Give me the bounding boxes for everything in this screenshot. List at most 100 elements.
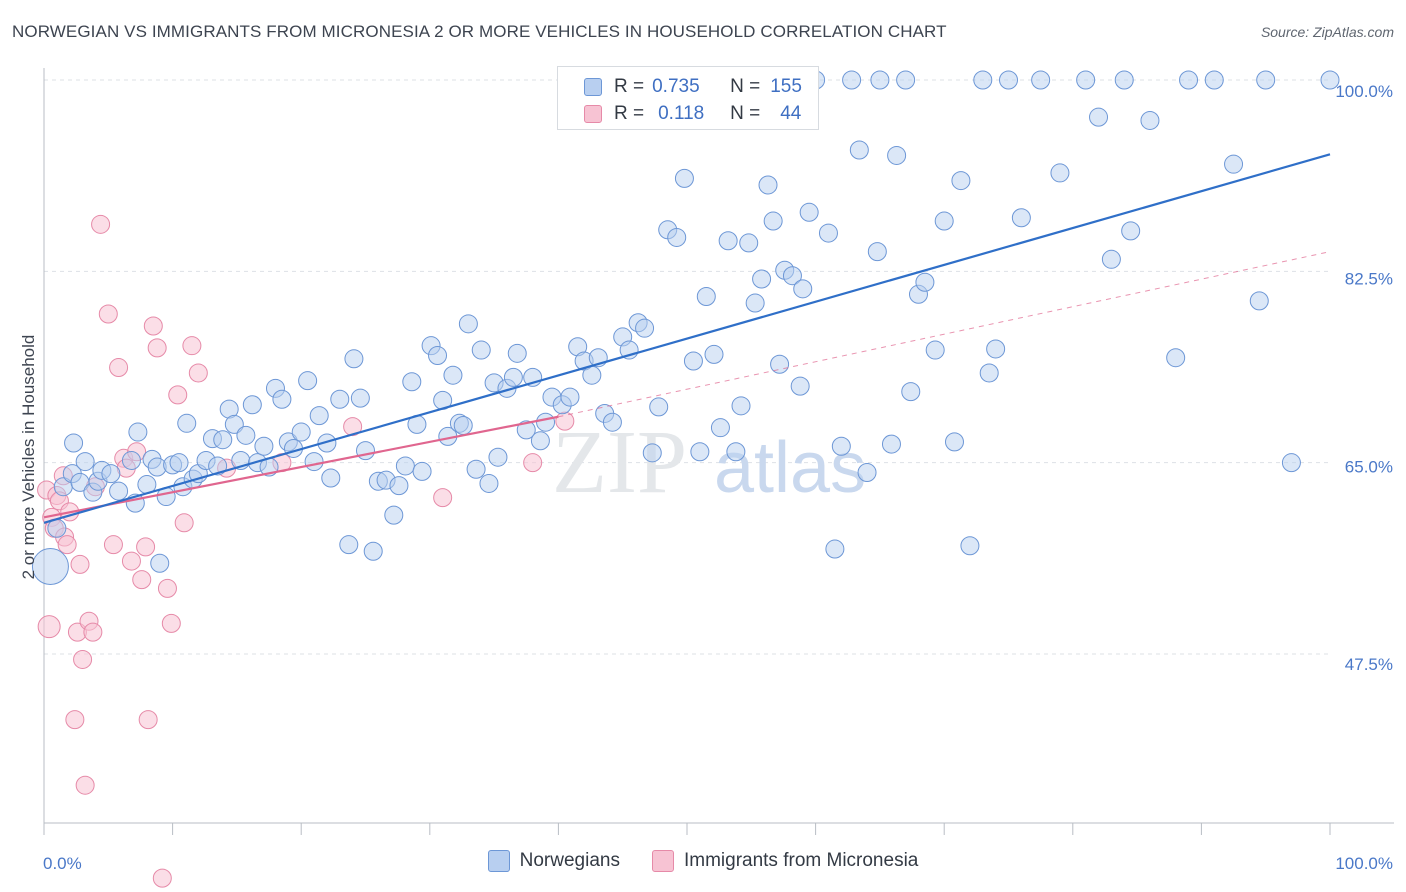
norwegian-point[interactable]	[1076, 70, 1096, 90]
norwegian-point[interactable]	[1011, 208, 1031, 228]
micronesia-point[interactable]	[433, 488, 453, 508]
norwegian-point[interactable]	[64, 433, 84, 453]
micronesia-point[interactable]	[103, 535, 123, 555]
norwegian-point[interactable]	[710, 418, 730, 438]
norwegian-point[interactable]	[350, 388, 370, 408]
micronesia-point[interactable]	[37, 615, 61, 639]
norwegian-point[interactable]	[236, 425, 256, 445]
micronesia-point[interactable]	[523, 453, 543, 473]
norwegian-point[interactable]	[507, 343, 527, 363]
norwegian-point[interactable]	[999, 70, 1018, 90]
norwegian-point[interactable]	[298, 371, 318, 391]
norwegian-point[interactable]	[973, 70, 993, 90]
norwegian-point[interactable]	[986, 339, 1006, 359]
norwegian-point[interactable]	[763, 211, 783, 231]
norwegian-point[interactable]	[1224, 154, 1244, 174]
norwegian-point[interactable]	[867, 242, 887, 262]
norwegian-point[interactable]	[960, 536, 980, 556]
norwegian-point[interactable]	[1031, 70, 1051, 90]
norwegian-point[interactable]	[121, 450, 141, 470]
norwegian-point[interactable]	[479, 473, 499, 493]
norwegian-point[interactable]	[818, 223, 838, 243]
norwegian-point[interactable]	[726, 442, 746, 462]
norwegian-point[interactable]	[739, 233, 759, 253]
norwegian-point[interactable]	[453, 415, 473, 435]
micronesia-point[interactable]	[143, 316, 163, 336]
micronesia-point[interactable]	[65, 710, 85, 730]
norwegian-point[interactable]	[31, 548, 69, 586]
norwegian-point[interactable]	[169, 453, 189, 473]
norwegian-point[interactable]	[799, 202, 819, 222]
norwegian-point[interactable]	[696, 286, 716, 306]
norwegian-point[interactable]	[272, 389, 292, 409]
micronesia-point[interactable]	[136, 537, 156, 557]
norwegian-point[interactable]	[458, 314, 478, 334]
micronesia-point[interactable]	[121, 551, 141, 571]
norwegian-point[interactable]	[291, 422, 311, 442]
norwegian-point[interactable]	[516, 420, 536, 440]
norwegian-point[interactable]	[471, 340, 491, 360]
micronesia-point[interactable]	[91, 214, 111, 234]
micronesia-point[interactable]	[188, 363, 208, 383]
norwegian-point[interactable]	[363, 541, 383, 561]
norwegian-point[interactable]	[412, 461, 432, 481]
norwegian-point[interactable]	[842, 70, 862, 90]
norwegian-point[interactable]	[75, 452, 95, 472]
micronesia-point[interactable]	[343, 417, 363, 437]
norwegian-point[interactable]	[128, 422, 148, 442]
legend-item-micronesia[interactable]: Immigrants from Micronesia	[651, 850, 918, 872]
micronesia-point[interactable]	[147, 338, 167, 358]
norwegian-point[interactable]	[213, 430, 233, 450]
micronesia-point[interactable]	[75, 775, 95, 795]
norwegian-point[interactable]	[109, 481, 129, 501]
norwegian-point[interactable]	[488, 447, 508, 467]
norwegian-point[interactable]	[770, 354, 790, 374]
norwegian-point[interactable]	[1166, 348, 1186, 368]
norwegian-point[interactable]	[944, 432, 964, 452]
norwegian-point[interactable]	[1050, 163, 1070, 183]
norwegian-point[interactable]	[208, 456, 228, 476]
micronesia-point[interactable]	[168, 385, 188, 405]
norwegian-point[interactable]	[881, 434, 901, 454]
norwegian-point[interactable]	[428, 346, 448, 366]
norwegian-point[interactable]	[704, 344, 724, 364]
norwegian-point[interactable]	[309, 406, 329, 426]
norwegian-point[interactable]	[635, 318, 655, 338]
norwegian-point[interactable]	[242, 395, 262, 415]
micronesia-point[interactable]	[132, 570, 152, 590]
norwegian-point[interactable]	[1114, 70, 1134, 90]
norwegian-point[interactable]	[395, 456, 415, 476]
micronesia-point[interactable]	[83, 622, 103, 642]
norwegian-point[interactable]	[339, 535, 359, 555]
norwegian-point[interactable]	[649, 397, 669, 417]
norwegian-point[interactable]	[690, 442, 710, 462]
norwegian-point[interactable]	[602, 412, 622, 432]
norwegian-point[interactable]	[177, 413, 197, 433]
norwegian-point[interactable]	[1320, 70, 1340, 90]
norwegian-point[interactable]	[536, 412, 556, 432]
norwegian-point[interactable]	[1256, 70, 1276, 90]
norwegian-point[interactable]	[951, 171, 971, 191]
norwegian-point[interactable]	[1281, 453, 1301, 473]
norwegian-point[interactable]	[857, 463, 877, 483]
micronesia-point[interactable]	[57, 535, 77, 555]
legend-item-norwegians[interactable]: Norwegians	[487, 850, 620, 872]
norwegian-point[interactable]	[530, 431, 550, 451]
norwegian-point[interactable]	[582, 365, 602, 385]
norwegian-point[interactable]	[1101, 249, 1121, 269]
norwegian-point[interactable]	[683, 351, 703, 371]
norwegian-point[interactable]	[782, 266, 802, 286]
micronesia-point[interactable]	[157, 578, 177, 598]
norwegian-point[interactable]	[870, 70, 890, 90]
norwegian-point[interactable]	[1179, 70, 1199, 90]
norwegian-point[interactable]	[667, 227, 687, 247]
norwegian-point[interactable]	[389, 476, 409, 496]
norwegian-point[interactable]	[925, 340, 945, 360]
micronesia-point[interactable]	[182, 336, 202, 356]
norwegian-point[interactable]	[915, 272, 935, 292]
norwegian-point[interactable]	[674, 168, 694, 188]
norwegian-point[interactable]	[1140, 110, 1160, 130]
norwegian-point[interactable]	[642, 443, 662, 463]
norwegian-point[interactable]	[344, 349, 364, 369]
micronesia-point[interactable]	[555, 411, 575, 431]
